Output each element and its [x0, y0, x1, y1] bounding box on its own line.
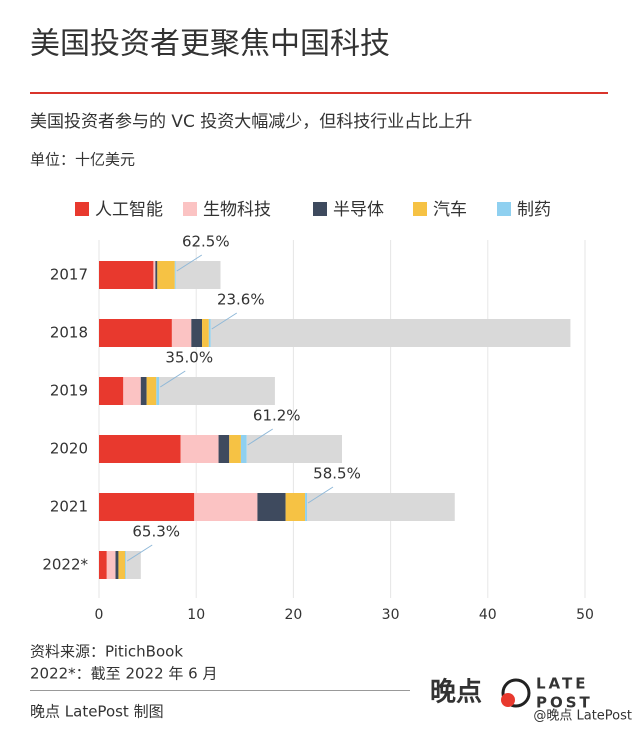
bar-segment — [191, 319, 203, 347]
legend-label: 制药 — [517, 200, 551, 220]
bar-segment — [208, 319, 211, 347]
bar-segment — [106, 551, 116, 579]
bar-segment — [140, 377, 147, 405]
x-tick-label: 30 — [382, 607, 400, 623]
bar-segment — [99, 493, 195, 521]
credit: 晚点 LatePost 制图 — [30, 703, 164, 721]
annotation-leader — [159, 370, 186, 388]
bar-segment — [202, 319, 209, 347]
x-tick-label: 20 — [284, 607, 302, 623]
unit-label: 单位：十亿美元 — [30, 151, 135, 169]
bar-segment — [99, 435, 181, 463]
legend-label: 生物科技 — [203, 200, 271, 220]
legend-swatch — [183, 202, 197, 216]
logo-ring — [501, 678, 531, 708]
bar-segment — [246, 435, 342, 463]
bar-segment — [99, 261, 154, 289]
bar-segment — [153, 261, 156, 289]
bar-segment — [118, 551, 126, 579]
footer-rule — [30, 690, 410, 691]
bar-segment — [285, 493, 306, 521]
logo-dot — [501, 693, 515, 707]
bar-segment — [229, 435, 241, 463]
bar-segment — [99, 377, 124, 405]
legend-swatch — [413, 202, 427, 216]
legend-swatch — [75, 202, 89, 216]
title-rule — [30, 92, 608, 94]
legend-label: 人工智能 — [95, 200, 163, 220]
x-tick-label: 0 — [95, 607, 104, 623]
annotation: 35.0% — [165, 349, 213, 367]
y-tick-label: 2022* — [42, 556, 88, 574]
legend-label: 汽车 — [433, 200, 467, 220]
bar-segment — [257, 493, 286, 521]
y-tick-label: 2020 — [50, 440, 88, 458]
bar-segment — [126, 551, 141, 579]
bar-segment — [159, 377, 275, 405]
logo-cn: 晚点 — [430, 677, 482, 708]
note: 2022*：截至 2022 年 6 月 — [30, 665, 217, 683]
source: 资料来源：PitichBook — [30, 643, 183, 661]
annotation: 23.6% — [217, 291, 265, 309]
legend-label: 半导体 — [333, 200, 384, 220]
bar-segment — [174, 261, 176, 289]
annotation: 65.3% — [132, 523, 180, 541]
bar-segment — [155, 261, 158, 289]
subtitle: 美国投资者参与的 VC 投资大幅减少，但科技行业占比上升 — [30, 112, 472, 132]
bar-segment — [99, 319, 172, 347]
legend-swatch — [497, 202, 511, 216]
y-tick-label: 2021 — [50, 498, 88, 516]
y-tick-label: 2019 — [50, 382, 88, 400]
chart-title: 美国投资者更聚焦中国科技 — [30, 27, 390, 62]
watermark: @晚点 LatePost — [533, 709, 632, 724]
annotation-leader — [307, 486, 334, 504]
x-tick-label: 50 — [576, 607, 594, 623]
bar-segment — [305, 493, 308, 521]
bar-segment — [180, 435, 219, 463]
annotation-leader — [247, 428, 274, 446]
bar-segment — [99, 551, 107, 579]
annotation: 58.5% — [313, 465, 361, 483]
annotation: 62.5% — [182, 233, 230, 251]
y-tick-label: 2017 — [50, 266, 88, 284]
bar-segment — [171, 319, 192, 347]
legend-swatch — [313, 202, 327, 216]
x-tick-label: 10 — [187, 607, 205, 623]
bar-segment — [125, 551, 127, 579]
bar-segment — [210, 319, 571, 347]
x-tick-label: 40 — [479, 607, 497, 623]
bar-segment — [156, 377, 160, 405]
bar-segment — [157, 261, 175, 289]
annotation-leader — [126, 544, 153, 562]
bar-segment — [307, 493, 455, 521]
bar-segment — [218, 435, 230, 463]
bar-segment — [115, 551, 119, 579]
annotation-leader — [176, 254, 203, 272]
bar-segment — [123, 377, 141, 405]
logo-en: LATE — [536, 675, 588, 693]
bar-segment — [146, 377, 157, 405]
bar-segment — [240, 435, 247, 463]
y-tick-label: 2018 — [50, 324, 88, 342]
logo-en: POST — [536, 694, 593, 712]
bar-segment — [175, 261, 221, 289]
annotation-leader — [211, 312, 238, 330]
annotation: 61.2% — [253, 407, 301, 425]
bar-segment — [194, 493, 258, 521]
